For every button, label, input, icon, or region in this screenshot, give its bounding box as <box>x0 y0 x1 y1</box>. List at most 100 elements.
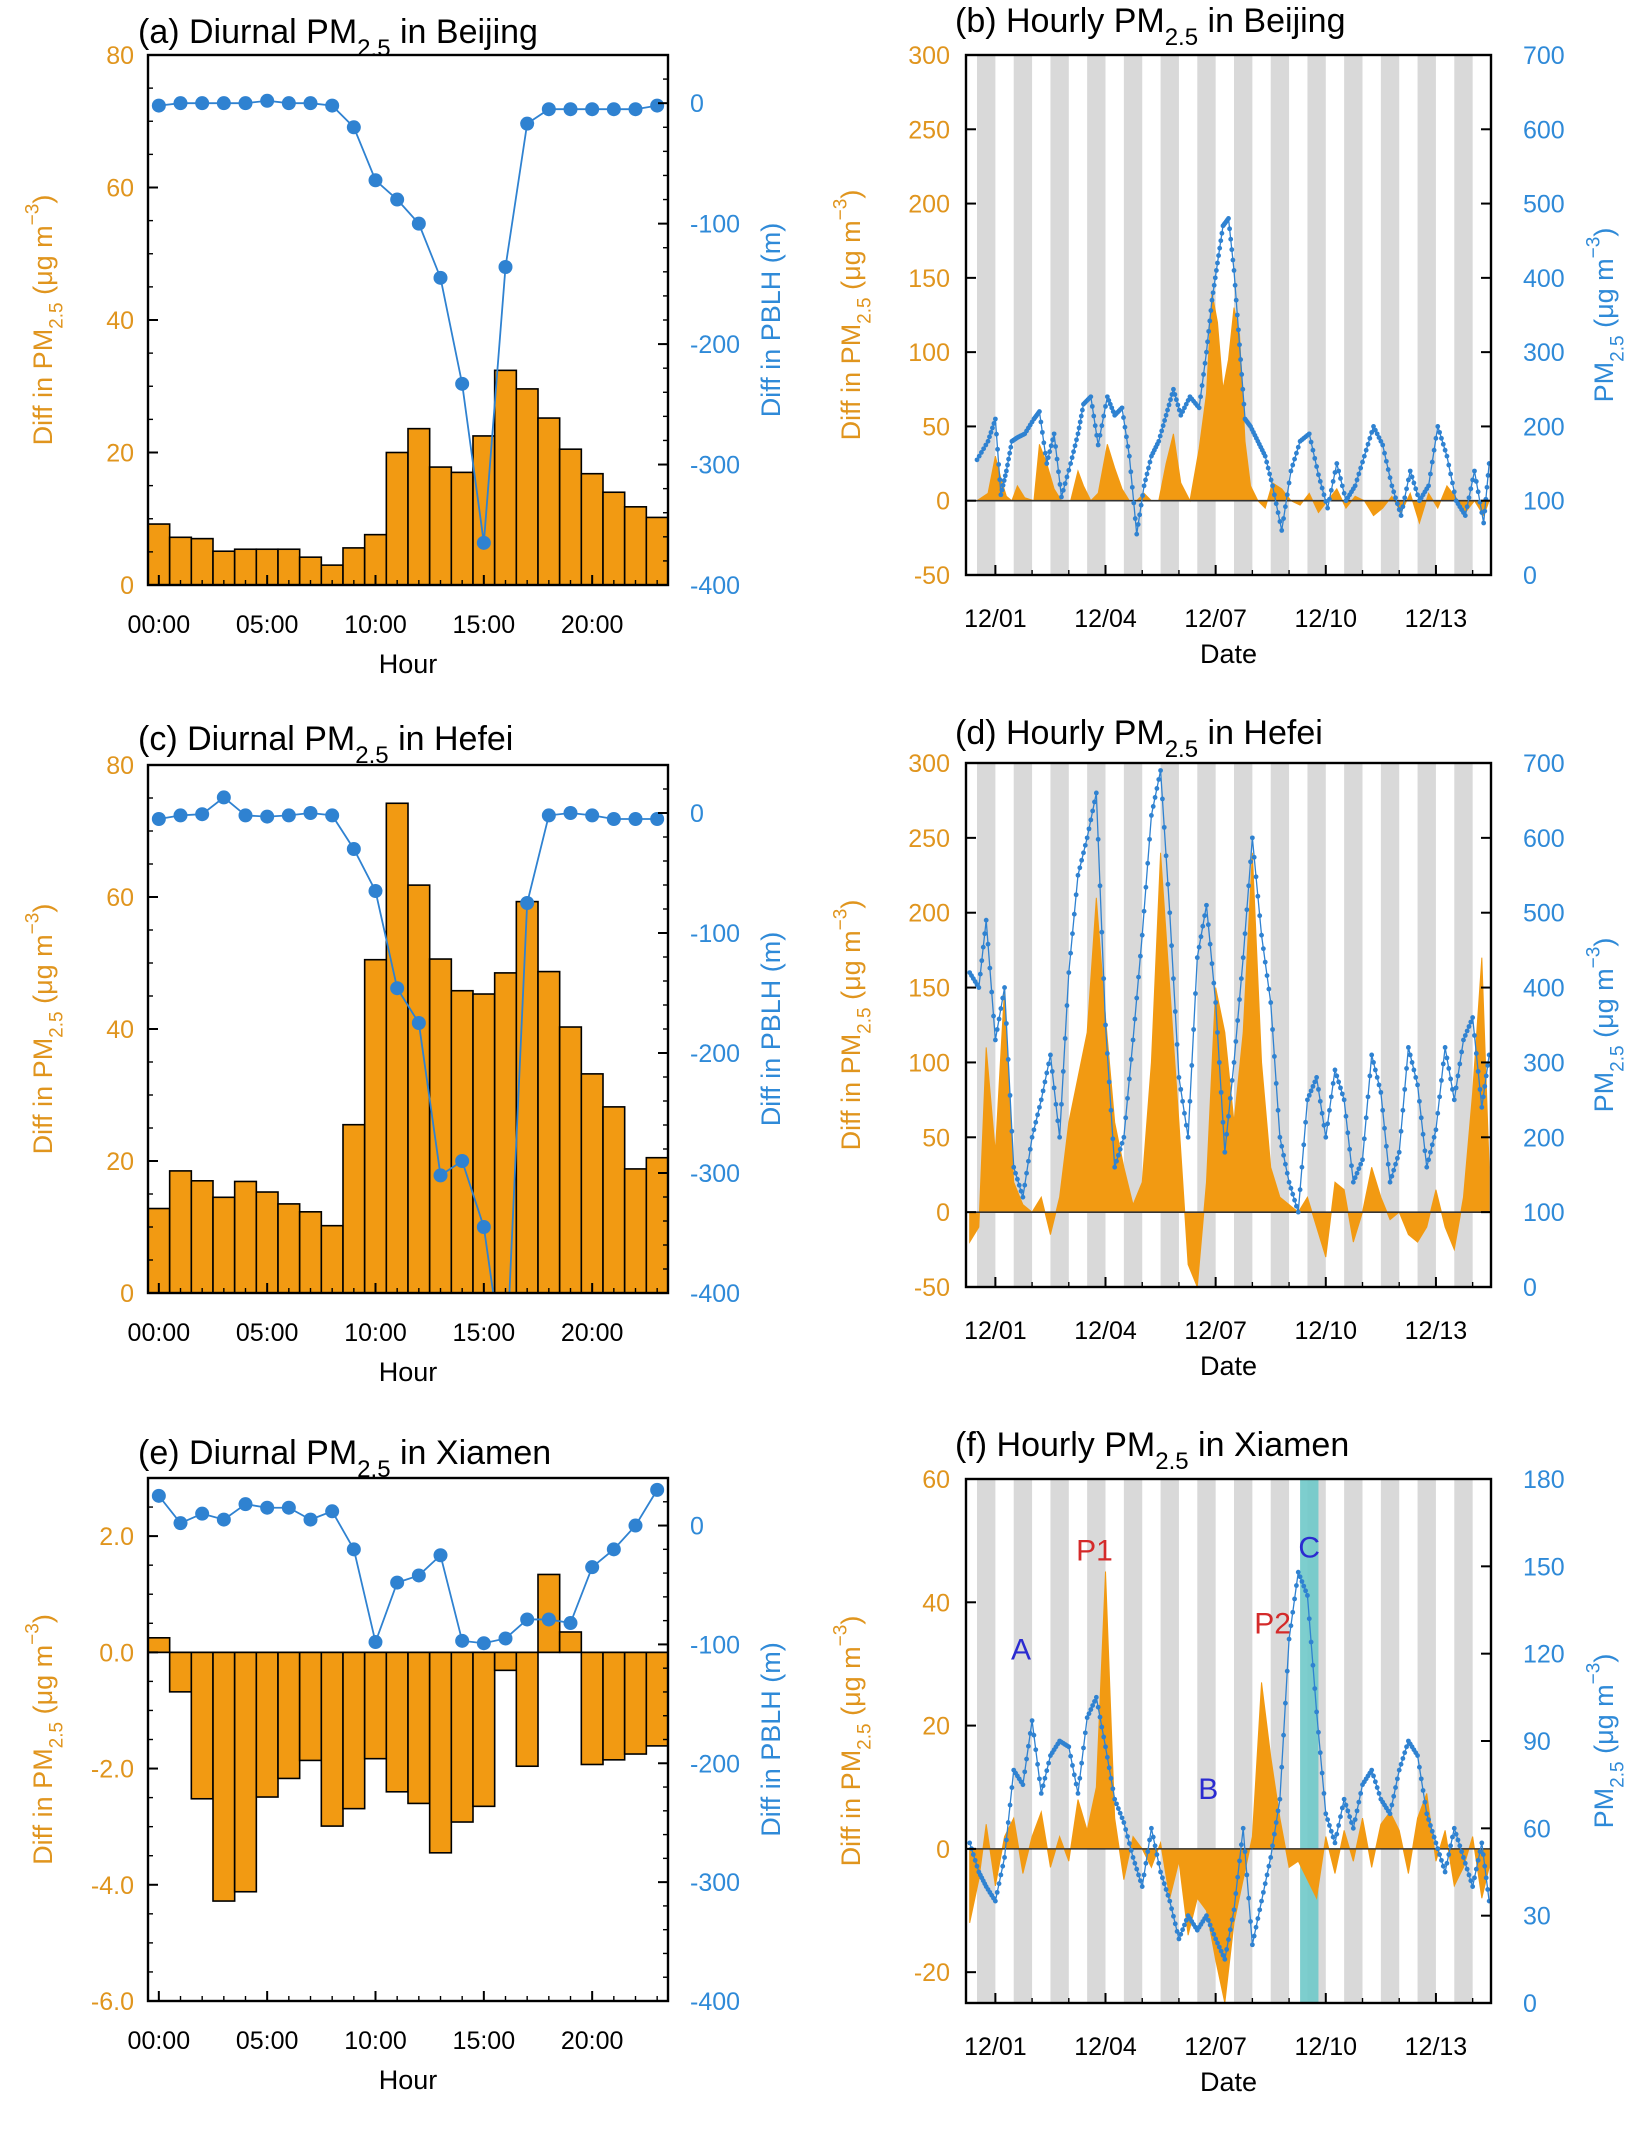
pm25-point <box>1041 440 1047 446</box>
pm25-point <box>1180 1098 1186 1104</box>
pm25-point <box>1210 290 1216 296</box>
pm25-point <box>1084 1715 1090 1721</box>
pm25-point <box>1172 1009 1178 1014</box>
night-band <box>1123 1479 1143 2003</box>
pm25-point <box>1046 1061 1052 1067</box>
pblh-point <box>346 1542 361 1557</box>
bar <box>233 1651 258 1893</box>
ytick-label-left: 20 <box>106 440 134 468</box>
pm25-point <box>1086 826 1092 832</box>
pm25-point <box>1125 1095 1130 1101</box>
pm25-point <box>1356 471 1362 477</box>
pm25-point <box>1472 1033 1477 1038</box>
pm25-point <box>1426 483 1431 489</box>
ytick-label-left: 40 <box>922 1589 950 1617</box>
pm25-point <box>1093 1694 1099 1700</box>
pblh-point <box>585 808 600 823</box>
pm25-point <box>1462 513 1468 518</box>
pm25-point <box>1301 1142 1307 1148</box>
night-band <box>1344 1479 1363 2003</box>
pm25-point <box>1059 1101 1064 1107</box>
pm25-point <box>1108 1775 1114 1781</box>
pm25-point <box>1292 1596 1297 1602</box>
ytick-label-left: 100 <box>908 339 950 367</box>
pm25-point <box>1292 456 1297 462</box>
ytick-label-left: 0 <box>120 1280 134 1308</box>
ytick-label-left: 60 <box>922 1466 950 1494</box>
pblh-point <box>346 120 361 135</box>
xtick-label: 12/13 <box>1405 2033 1468 2061</box>
pm25-point <box>1442 447 1448 453</box>
pm25-point <box>994 1889 1000 1895</box>
pm25-point <box>1183 1122 1189 1128</box>
pm25-point <box>1196 405 1202 411</box>
pm25-point <box>1233 297 1239 303</box>
bar <box>515 388 539 586</box>
pm25-point <box>1428 1823 1433 1828</box>
pm25-point <box>994 431 999 437</box>
pm25-point <box>1024 1756 1029 1762</box>
pm25-point <box>1147 1837 1152 1843</box>
pm25-point <box>1169 1906 1174 1912</box>
pm25-point <box>1437 1094 1443 1100</box>
pm25-point <box>1396 1767 1402 1773</box>
pm25-point <box>1191 1027 1197 1032</box>
xtick-label: 12/10 <box>1295 605 1358 633</box>
pm25-point <box>1350 1825 1356 1831</box>
pm25-point <box>1163 412 1169 418</box>
pm25-point <box>1367 435 1373 441</box>
pm25-point <box>1156 777 1162 782</box>
pm25-point <box>1255 1916 1261 1921</box>
xtick-label: 12/04 <box>1074 2033 1137 2061</box>
pm25-point <box>1354 1170 1360 1176</box>
pm25-point <box>1122 424 1128 430</box>
ytick-label-right: -400 <box>690 1280 740 1308</box>
pm25-point <box>1224 1947 1230 1952</box>
pm25-point <box>1371 424 1376 429</box>
pm25-point <box>1070 931 1075 937</box>
pm25-point <box>1270 1027 1275 1032</box>
bar <box>385 1651 409 1793</box>
pm25-point <box>1183 1917 1189 1923</box>
pm25-point <box>1014 1176 1020 1182</box>
pm25-point <box>1303 1588 1308 1594</box>
pm25-point <box>1020 1782 1026 1788</box>
pm25-point <box>1387 475 1393 481</box>
pm25-point <box>1428 471 1433 477</box>
pm25-point <box>1228 236 1234 242</box>
pm25-point <box>1417 1098 1422 1104</box>
bar <box>450 989 474 1294</box>
pm25-point <box>1204 1913 1209 1919</box>
bar <box>255 1651 279 1798</box>
pm25-point <box>1439 435 1444 441</box>
bar <box>212 1196 236 1294</box>
pm25-point <box>1235 1874 1241 1880</box>
pm25-point <box>1172 392 1178 397</box>
pblh-point <box>628 1518 643 1533</box>
ytick-label-right: 500 <box>1523 900 1565 928</box>
pm25-point <box>1035 1112 1040 1118</box>
pm25-point <box>1402 1750 1408 1756</box>
pm25-point <box>1209 297 1215 303</box>
pblh-point <box>151 1488 166 1503</box>
pm25-point <box>1235 1018 1241 1023</box>
pm25-point <box>1281 1732 1286 1738</box>
ytick-label-right: -400 <box>690 572 740 600</box>
pblh-point <box>606 812 621 826</box>
pm25-point <box>1007 1092 1013 1098</box>
pm25-point <box>1229 247 1235 253</box>
pm25-point <box>1433 1840 1439 1846</box>
pm25-point <box>1119 1140 1125 1146</box>
pm25-point <box>1394 501 1400 507</box>
pm25-point <box>1257 1907 1263 1913</box>
pm25-point <box>1472 468 1477 474</box>
pm25-point <box>1253 1924 1259 1930</box>
pm25-point <box>1352 1817 1358 1822</box>
pm25-point <box>1013 1170 1018 1176</box>
bar <box>493 972 518 1294</box>
pm25-point <box>1317 1750 1323 1756</box>
pm25-point <box>1354 1808 1360 1814</box>
pm25-point <box>1260 946 1266 952</box>
pblh-point <box>455 1154 470 1168</box>
pm25-point <box>1090 1703 1096 1708</box>
